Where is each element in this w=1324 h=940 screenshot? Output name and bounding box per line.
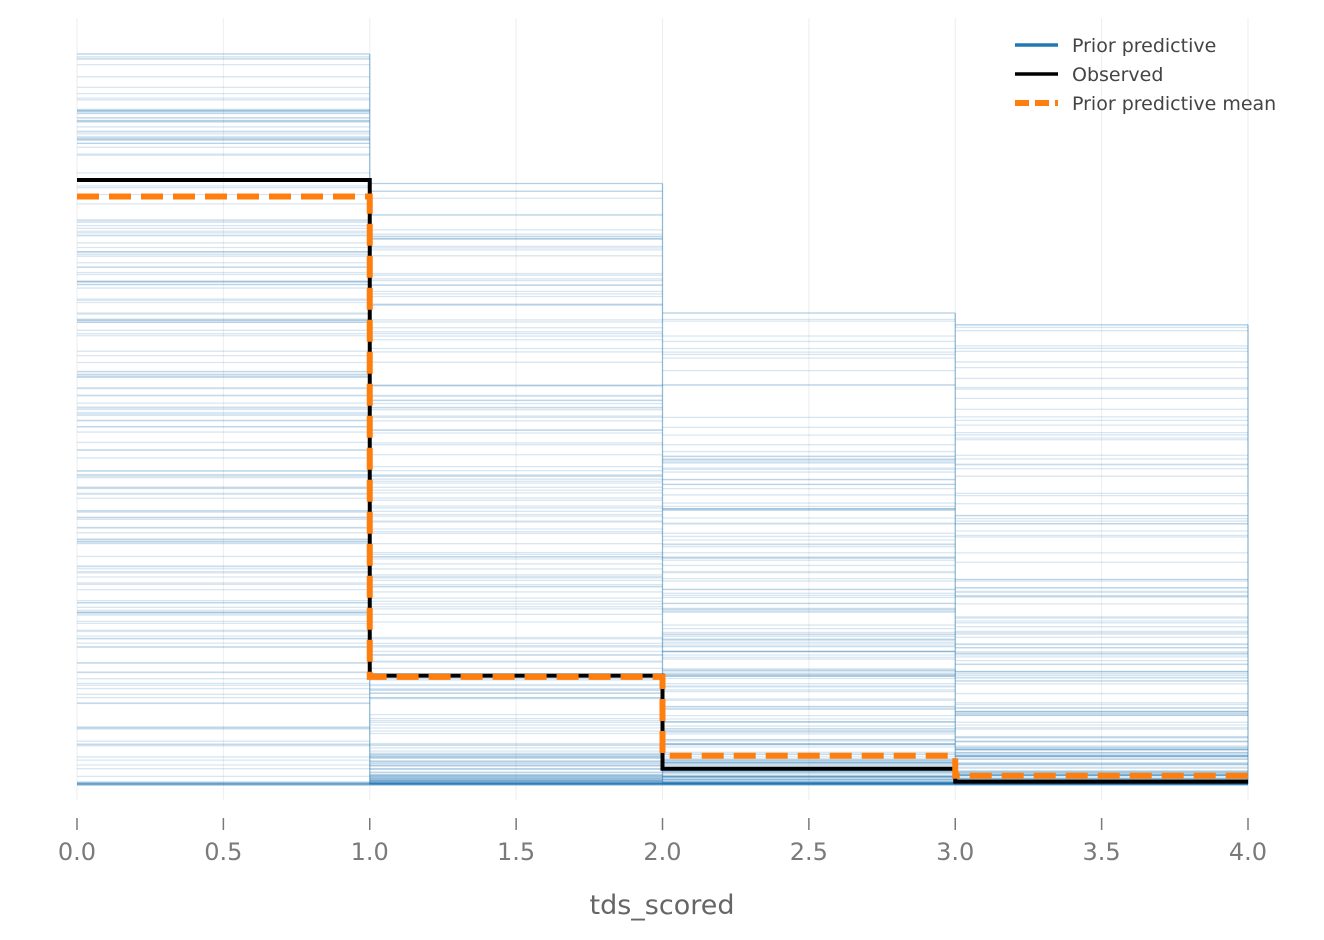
legend-label-0: Prior predictive <box>1072 35 1216 57</box>
legend: Prior predictive Observed Prior predictive… <box>1015 35 1276 115</box>
x-tick-label-8: 4.0 <box>1229 838 1267 866</box>
gridlines <box>76 18 1249 800</box>
x-tick-label-7: 3.5 <box>1083 838 1121 866</box>
x-tick-label-1: 0.5 <box>204 838 242 866</box>
x-tick-label-0: 0.0 <box>58 838 96 866</box>
x-tick-label-5: 2.5 <box>790 838 828 866</box>
prior-predictive-samples <box>77 53 1249 786</box>
x-tick-label-6: 3.0 <box>936 838 974 866</box>
x-axis: 0.0 0.5 1.0 1.5 2.0 2.5 3.0 3.5 4.0 <box>58 818 1267 866</box>
x-axis-label: tds_scored <box>590 890 735 921</box>
legend-label-1: Observed <box>1072 64 1163 86</box>
step-lines <box>77 177 1248 784</box>
x-tick-label-2: 1.0 <box>351 838 389 866</box>
prior-predictive-mean-line <box>77 193 1248 779</box>
x-tick-label-3: 1.5 <box>497 838 535 866</box>
legend-label-2: Prior predictive mean <box>1072 93 1276 115</box>
x-tick-label-4: 2.0 <box>643 838 681 866</box>
